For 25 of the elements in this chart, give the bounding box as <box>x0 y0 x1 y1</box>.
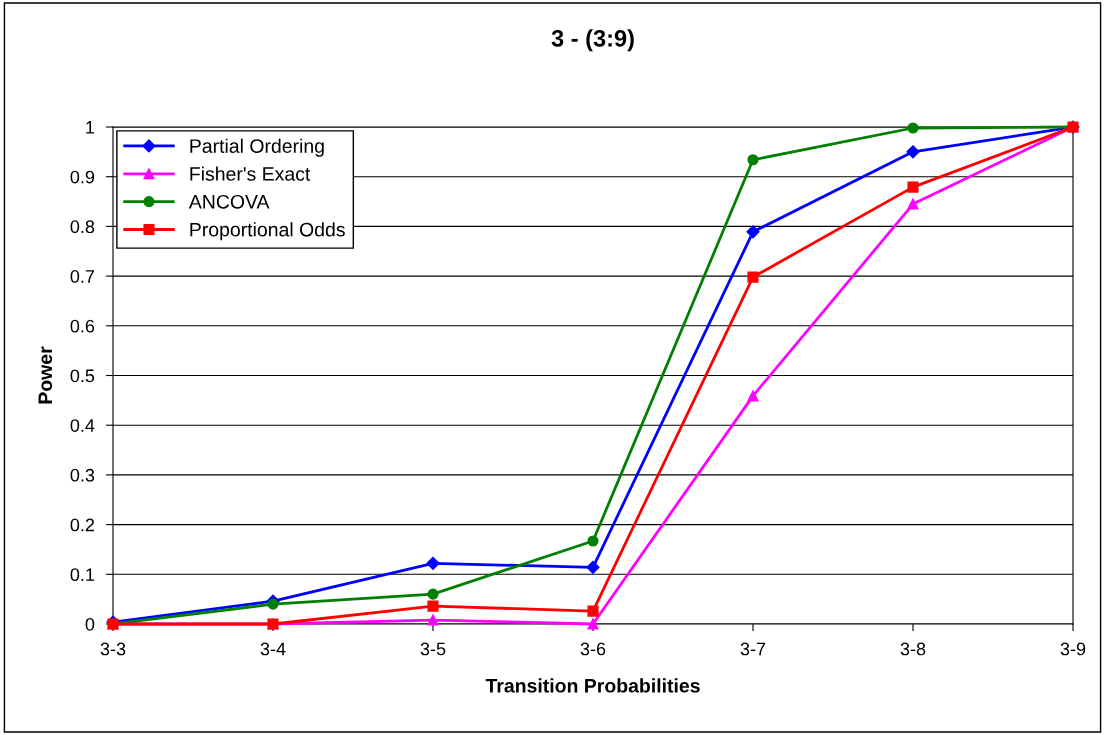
legend-label: Proportional Odds <box>190 222 345 241</box>
y-tick-label: 0.3 <box>70 468 95 482</box>
legend-label: Fisher's Exact <box>190 166 311 181</box>
legend-label: Partial Ordering <box>190 138 324 157</box>
y-tick-label: 0.5 <box>70 369 95 383</box>
x-tick-label: 3-4 <box>260 642 286 656</box>
x-axis-title: Transition Probabilities <box>485 678 700 693</box>
x-tick-label: 3-5 <box>420 642 446 656</box>
x-tick-label: 3-8 <box>900 642 926 656</box>
y-tick-label: 0.9 <box>70 170 95 184</box>
chart-title: 3 - (3:9) <box>551 29 634 52</box>
y-tick-label: 0.1 <box>70 568 95 582</box>
y-tick-label: 0.2 <box>70 518 95 532</box>
y-tick-label: 0.6 <box>70 319 95 333</box>
y-tick-label: 0 <box>85 617 95 631</box>
y-axis-title: Power <box>38 346 53 404</box>
x-tick-label: 3-6 <box>580 642 606 656</box>
y-tick-label: 0.4 <box>70 419 95 432</box>
x-tick-label: 3-9 <box>1060 642 1086 656</box>
x-tick-label: 3-7 <box>740 642 766 656</box>
y-tick-label: 0.7 <box>70 270 95 283</box>
y-tick-label: 0.8 <box>70 220 95 234</box>
x-tick-label: 3-3 <box>100 642 126 656</box>
y-tick-label: 1 <box>86 121 95 134</box>
legend-label: ANCOVA <box>188 194 270 209</box>
